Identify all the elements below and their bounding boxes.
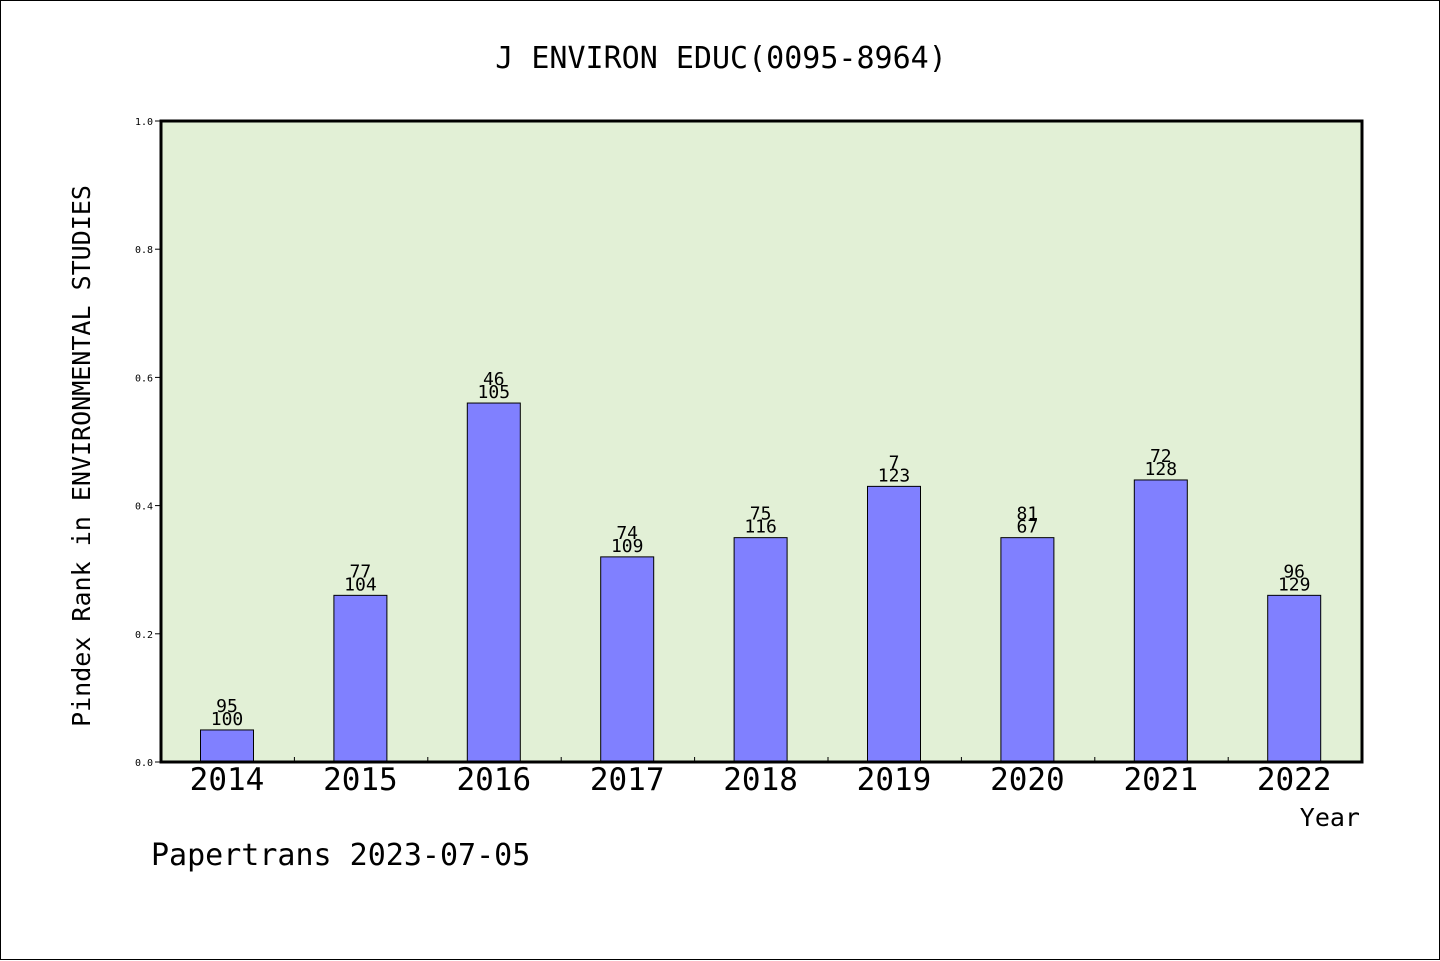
- bar-label-bottom: 128: [1145, 459, 1178, 480]
- bar-label-bottom: 123: [878, 465, 911, 486]
- bar-label-top: 7: [889, 452, 900, 473]
- x-tick-label: 2015: [323, 762, 398, 798]
- chart-title: J ENVIRON EDUC(0095-8964): [495, 41, 947, 76]
- bar-label-bottom: 100: [211, 709, 244, 730]
- x-tick-label: 2021: [1123, 762, 1198, 798]
- bar: [600, 556, 655, 763]
- x-tick-label: 2018: [723, 762, 798, 798]
- bar-label-bottom: 104: [344, 574, 377, 595]
- x-tick-label: 2022: [1257, 762, 1332, 798]
- bar-label-top: 74: [616, 523, 638, 544]
- bar-label-top: 95: [216, 696, 238, 717]
- bar: [333, 594, 388, 763]
- y-tick-label: 0.6: [135, 373, 153, 384]
- x-tick-label: 2019: [857, 762, 932, 798]
- credit-text: Papertrans 2023-07-05: [151, 838, 530, 873]
- y-tick-label: 0.8: [135, 245, 153, 256]
- y-tick-label: 0.0: [135, 758, 153, 769]
- x-axis: 2014 2015 2016 2017 2018 2019 2020 2021 2022: [190, 757, 1332, 798]
- bar-label-bottom: 116: [744, 517, 777, 538]
- y-tick-label: 0.2: [135, 630, 153, 641]
- bar-label-top: 75: [750, 504, 772, 525]
- bar-label-top: 72: [1150, 446, 1172, 467]
- x-tick-label: 2014: [190, 762, 265, 798]
- bar-label-bottom: 109: [611, 536, 644, 557]
- bar: [733, 537, 788, 763]
- y-tick-label: 1.0: [135, 117, 153, 128]
- bar-label-top: 81: [1017, 504, 1039, 525]
- bar: [1267, 594, 1322, 763]
- y-axis: 0.0 0.2 0.4 0.6 0.8 1.0: [135, 117, 161, 769]
- y-axis-label: Pindex Rank in ENVIRONMENTAL STUDIES: [67, 185, 96, 727]
- bar-label-bottom: 129: [1278, 574, 1311, 595]
- bar: [466, 402, 521, 763]
- x-tick-label: 2016: [456, 762, 531, 798]
- bar: [1000, 537, 1055, 763]
- bar-label-top: 96: [1283, 561, 1305, 582]
- x-axis-label: Year: [1300, 803, 1360, 832]
- x-tick-label: 2017: [590, 762, 665, 798]
- y-tick-label: 0.4: [135, 502, 153, 513]
- x-tick-label: 2020: [990, 762, 1065, 798]
- bar-label-top: 77: [350, 561, 372, 582]
- bar: [200, 729, 254, 763]
- bar-label-bottom: 105: [478, 382, 511, 403]
- bar: [1133, 479, 1188, 763]
- bar-label-bottom: 67: [1017, 517, 1039, 538]
- plot-border: [159, 119, 1364, 764]
- bar: [867, 485, 921, 763]
- bar-label-top: 46: [483, 369, 505, 390]
